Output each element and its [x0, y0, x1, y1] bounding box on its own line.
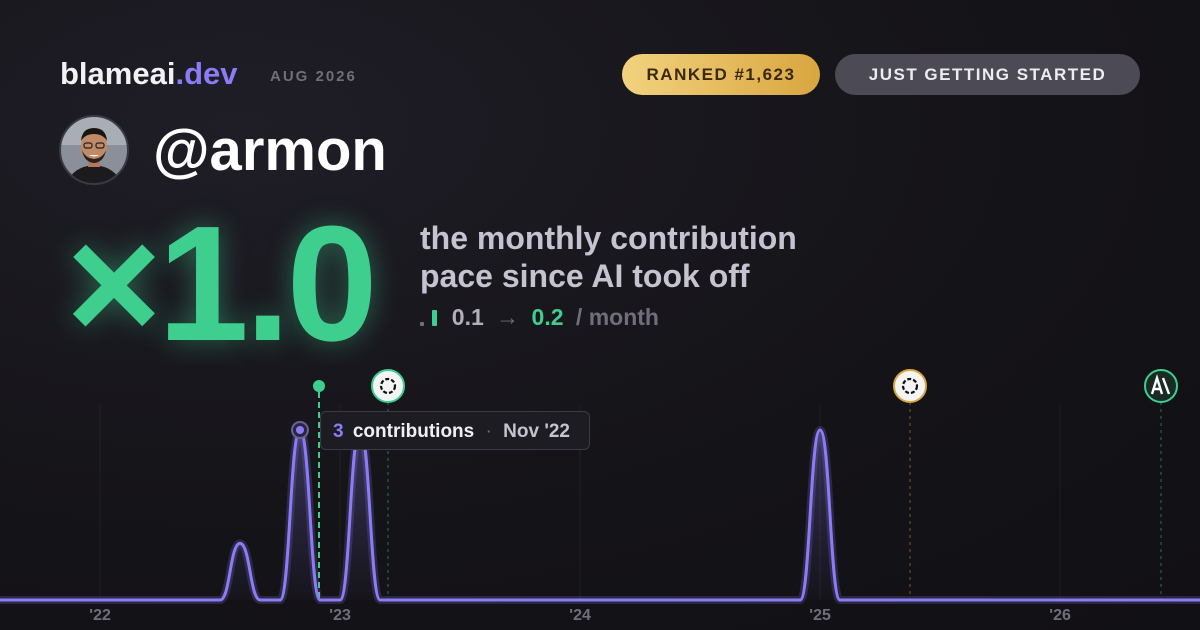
rate-unit: / month [575, 304, 659, 330]
username: @armon [153, 118, 387, 183]
anthropic-icon [1144, 369, 1178, 403]
openai-glyph [901, 377, 919, 395]
status-badge: JUST GETTING STARTED [835, 54, 1140, 95]
tooltip-date: Nov '22 [503, 421, 570, 442]
ai-start-dot [313, 380, 325, 392]
tooltip-separator: · [485, 421, 492, 442]
x-tick-label: '26 [1049, 607, 1071, 624]
x-tick-label: '22 [89, 607, 111, 624]
brand: blameai.dev [60, 56, 237, 92]
x-tick-label: '23 [329, 607, 351, 624]
line [0, 428, 1200, 602]
rate: 0.1 → 0.2 / month [420, 304, 659, 331]
tooltip: 3 contributions · Nov '22 [320, 411, 590, 450]
date: AUG 2026 [270, 68, 357, 85]
description-line: pace since AI took off [420, 258, 750, 294]
brand-suffix: .dev [175, 56, 238, 91]
openai-icon [371, 369, 405, 403]
tooltip-count: 3 [333, 421, 344, 442]
multiplier: ×1.0 [66, 192, 378, 375]
tooltip-label: contributions [352, 421, 475, 442]
brand-name: blameai [60, 56, 176, 91]
openai-icon [893, 369, 927, 403]
rate-after: 0.2 [531, 304, 564, 330]
event-markers [313, 369, 1178, 600]
after-bar [432, 310, 438, 326]
x-tick-label: '24 [569, 607, 591, 624]
avatar [59, 115, 129, 185]
line-glow [0, 425, 1200, 605]
x-tick-label: '25 [809, 607, 831, 624]
hover-point [296, 426, 304, 434]
area [0, 430, 1200, 600]
before-bar [420, 322, 424, 326]
rate-before: 0.1 [451, 304, 484, 330]
rank-badge: RANKED #1,623 [622, 54, 820, 95]
openai-glyph [379, 377, 397, 395]
anthropic-glyph [1150, 373, 1171, 395]
arrow: → [496, 304, 520, 330]
description-line: the monthly contribution [420, 220, 797, 256]
